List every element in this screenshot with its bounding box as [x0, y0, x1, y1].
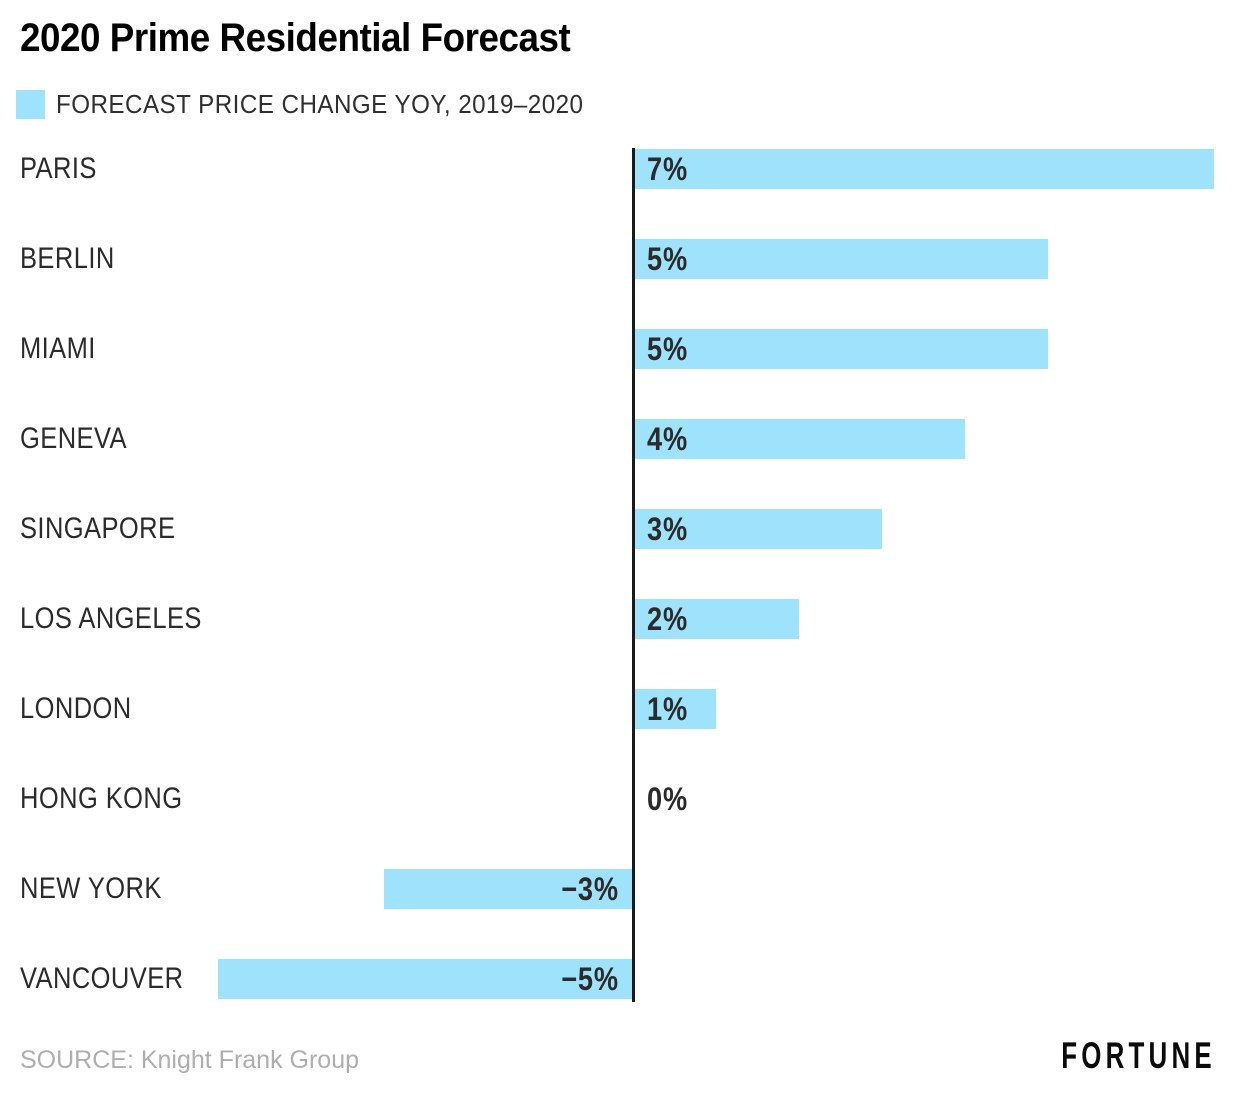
- chart-row: MIAMI 5%: [20, 329, 1214, 369]
- value-label: 1%: [647, 691, 689, 727]
- bar: [633, 689, 716, 729]
- chart-row: LOS ANGELES 2%: [20, 599, 1214, 639]
- chart-row: SINGAPORE 3%: [20, 509, 1214, 549]
- bar: [633, 509, 882, 549]
- page-title: 2020 Prime Residential Forecast: [20, 16, 571, 60]
- value-label: 0%: [647, 781, 689, 817]
- bar: [633, 419, 965, 459]
- value-label: 7%: [647, 151, 689, 187]
- chart-row: BERLIN 5%: [20, 239, 1214, 279]
- category-label: HONG KONG: [20, 782, 183, 815]
- source-credit: SOURCE: Knight Frank Group: [20, 1046, 360, 1074]
- value-label: −5%: [561, 961, 619, 997]
- value-label: 5%: [647, 331, 689, 367]
- bar-chart: PARIS 7% BERLIN 5% MIAMI 5% GENEVA 4% SI…: [20, 148, 1214, 1002]
- bar: [633, 239, 1048, 279]
- chart-row: LONDON 1%: [20, 689, 1214, 729]
- legend-label: FORECAST PRICE CHANGE YOY, 2019–2020: [56, 89, 584, 119]
- bar: [384, 869, 633, 909]
- chart-row: HONG KONG 0%: [20, 779, 1214, 819]
- category-label: BERLIN: [20, 242, 115, 275]
- category-label: SINGAPORE: [20, 512, 176, 545]
- chart-row: VANCOUVER −5%: [20, 959, 1214, 999]
- category-label: GENEVA: [20, 422, 127, 455]
- value-label: 5%: [647, 241, 689, 277]
- category-label: LONDON: [20, 692, 132, 725]
- legend-swatch-icon: [16, 90, 45, 119]
- value-label: 3%: [647, 511, 689, 547]
- value-label: 4%: [647, 421, 689, 457]
- chart-row: PARIS 7%: [20, 149, 1214, 189]
- zero-axis-line: [632, 148, 635, 1002]
- category-label: PARIS: [20, 152, 97, 185]
- bar: [218, 959, 633, 999]
- bar: [633, 329, 1048, 369]
- value-label: 2%: [647, 601, 689, 637]
- category-label: LOS ANGELES: [20, 602, 202, 635]
- value-label: −3%: [561, 871, 619, 907]
- category-label: VANCOUVER: [20, 962, 184, 995]
- category-label: NEW YORK: [20, 872, 162, 905]
- fortune-logo: FORTUNE: [1061, 1035, 1216, 1076]
- legend: FORECAST PRICE CHANGE YOY, 2019–2020: [16, 89, 623, 120]
- bar: [633, 599, 799, 639]
- category-label: MIAMI: [20, 332, 96, 365]
- chart-row: NEW YORK −3%: [20, 869, 1214, 909]
- chart-row: GENEVA 4%: [20, 419, 1214, 459]
- bar: [633, 149, 1214, 189]
